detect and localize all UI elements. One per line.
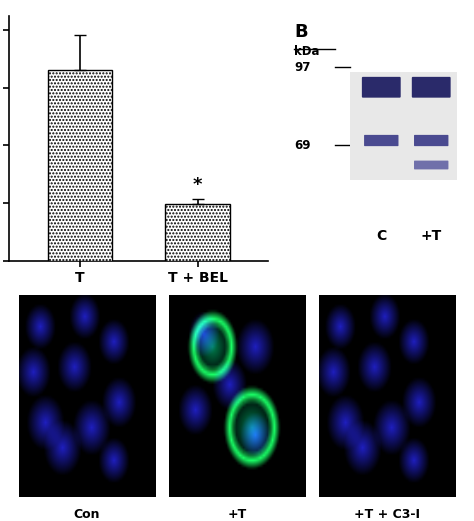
Text: +T + C3-I: +T + C3-I bbox=[354, 508, 420, 521]
Text: 97: 97 bbox=[294, 60, 311, 73]
FancyBboxPatch shape bbox=[362, 77, 401, 97]
Text: +T: +T bbox=[420, 229, 442, 243]
Text: Con: Con bbox=[73, 508, 100, 521]
Text: B: B bbox=[294, 23, 308, 41]
FancyBboxPatch shape bbox=[412, 77, 451, 97]
FancyBboxPatch shape bbox=[414, 160, 448, 169]
FancyBboxPatch shape bbox=[414, 135, 448, 146]
Text: +T: +T bbox=[228, 508, 246, 521]
Text: C: C bbox=[376, 229, 386, 243]
Bar bbox=[48, 70, 112, 260]
Bar bbox=[350, 72, 457, 180]
FancyBboxPatch shape bbox=[364, 135, 399, 146]
Text: *: * bbox=[193, 176, 202, 193]
Text: kDa: kDa bbox=[294, 45, 320, 58]
Bar bbox=[165, 204, 230, 260]
Text: 69: 69 bbox=[294, 139, 311, 152]
